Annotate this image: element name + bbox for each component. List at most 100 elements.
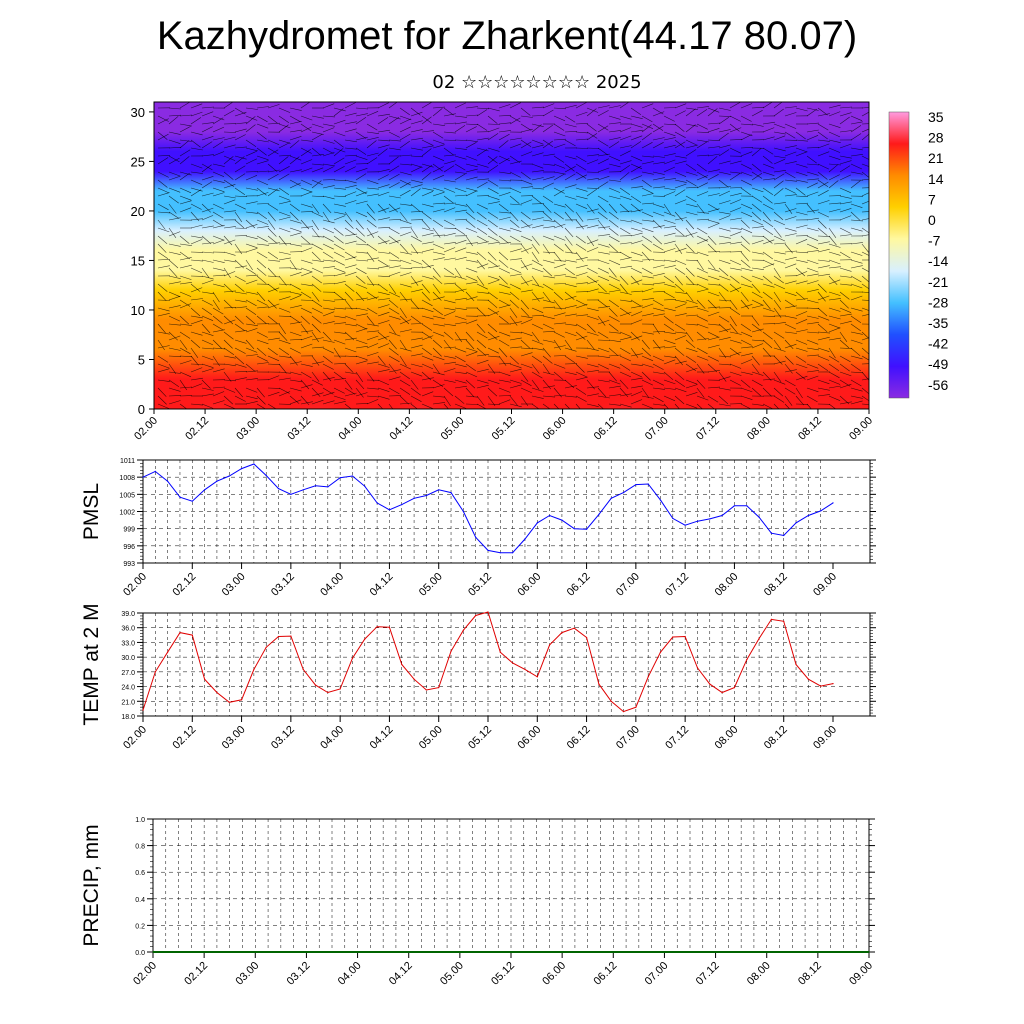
wind-barb — [443, 387, 454, 397]
wind-barb — [553, 403, 560, 409]
wind-barb — [707, 174, 719, 181]
wind-barb — [344, 363, 354, 373]
wind-barb — [454, 363, 467, 368]
cross-section-x-tick-label: 06.12 — [592, 415, 620, 443]
wind-barb — [773, 135, 786, 141]
wind-barb — [234, 219, 245, 229]
y-tick-label: 1011 — [120, 458, 135, 465]
wind-barb — [168, 295, 181, 301]
wind-barb — [234, 203, 246, 210]
wind-barb — [674, 243, 683, 254]
wind-barb — [245, 211, 258, 214]
wind-barb — [806, 370, 819, 373]
wind-barb — [729, 123, 740, 132]
wind-barb — [773, 360, 786, 365]
wind-barb — [630, 186, 643, 189]
wind-barb — [696, 182, 708, 189]
wind-barb — [432, 291, 442, 301]
cross-section-y-tick-label: 5 — [138, 352, 145, 367]
wind-barb — [586, 108, 597, 117]
wind-barb — [322, 227, 335, 234]
wind-barb — [465, 168, 478, 173]
wind-barb — [553, 173, 565, 181]
wind-barb — [707, 344, 720, 349]
wind-barb — [377, 148, 388, 157]
wind-barb — [388, 165, 400, 173]
wind-barb — [597, 339, 611, 341]
wind-barb — [817, 394, 830, 397]
wind-barb — [729, 115, 741, 122]
wind-barb — [817, 307, 828, 317]
colorbar-label: -7 — [928, 233, 941, 249]
wind-barb — [531, 124, 542, 133]
wind-barb — [256, 123, 269, 129]
wind-barb — [729, 192, 742, 197]
wind-barb — [498, 192, 511, 197]
wind-barb — [806, 259, 819, 265]
wind-barb — [421, 377, 434, 381]
wind-barb — [333, 371, 344, 380]
wind-barb — [663, 166, 676, 173]
wind-barb — [520, 379, 532, 387]
wind-barb — [773, 339, 782, 350]
series-point — [228, 701, 230, 703]
wind-barb — [311, 337, 324, 341]
wind-barb — [630, 275, 640, 286]
wind-barb — [817, 295, 830, 301]
wind-barb — [707, 107, 720, 113]
wind-barb — [465, 395, 478, 398]
wind-barb — [377, 129, 390, 133]
wind-barb — [311, 346, 325, 349]
wind-barb — [630, 377, 643, 381]
cross-section-x-tick-label: 03.00 — [234, 415, 262, 443]
series-point — [499, 552, 501, 554]
wind-barb — [663, 339, 676, 345]
wind-barb — [311, 355, 320, 366]
wind-barb — [498, 104, 511, 109]
wind-barb — [311, 235, 324, 238]
colorbar-label: -49 — [928, 356, 948, 372]
wind-barb — [861, 275, 869, 283]
wind-barb — [828, 155, 841, 160]
wind-barb — [366, 131, 379, 134]
wind-barb — [278, 195, 291, 201]
wind-barb — [784, 263, 797, 269]
wind-barb — [333, 363, 347, 365]
wind-barb — [344, 392, 357, 397]
wind-barb — [487, 299, 498, 309]
wind-barb — [311, 371, 320, 382]
wind-barb — [652, 331, 666, 333]
wind-barb — [773, 173, 785, 181]
wind-barb — [564, 104, 577, 109]
wind-barb — [575, 155, 587, 163]
wind-barb — [377, 217, 390, 221]
wind-barb — [652, 291, 666, 293]
wind-barb — [454, 239, 467, 245]
wind-barb — [718, 144, 731, 149]
wind-barb — [531, 355, 543, 364]
wind-barb — [388, 323, 396, 335]
wind-barb — [256, 267, 267, 276]
wind-barb — [157, 192, 170, 197]
wind-barb — [828, 347, 836, 359]
x-tick-label: 08.12 — [762, 724, 790, 752]
wind-barb — [839, 401, 852, 405]
wind-barb — [729, 147, 741, 154]
wind-barb — [641, 202, 655, 205]
wind-barb — [806, 375, 819, 381]
wind-barb — [641, 303, 654, 309]
wind-barb — [278, 216, 291, 221]
wind-barb — [300, 167, 313, 173]
wind-barb — [443, 361, 456, 365]
wind-barb — [520, 123, 532, 131]
wind-barb — [256, 339, 269, 345]
wind-barb — [696, 315, 708, 322]
wind-barb — [652, 273, 665, 277]
wind-barb — [586, 379, 595, 390]
wind-barb — [476, 137, 489, 141]
wind-barb — [542, 139, 554, 147]
wind-barb — [542, 203, 552, 213]
wind-barb — [861, 178, 869, 181]
y-tick-label: 1002 — [119, 510, 135, 517]
wind-barb — [696, 307, 709, 312]
